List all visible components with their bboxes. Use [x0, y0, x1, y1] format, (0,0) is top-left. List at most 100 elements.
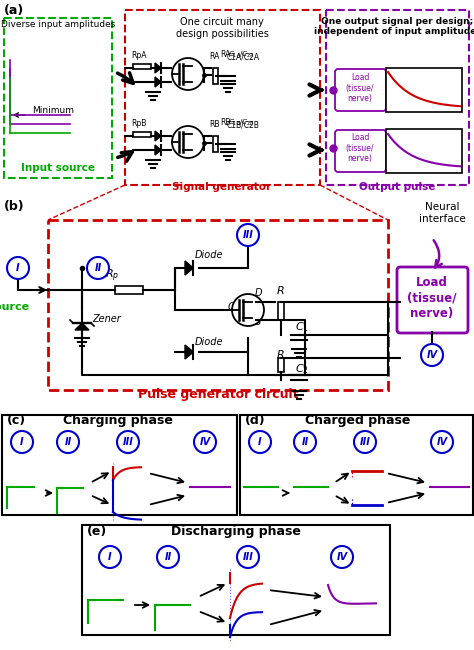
Text: IV: IV [200, 437, 210, 447]
Text: Load
(tissue/
nerve): Load (tissue/ nerve) [346, 133, 374, 163]
Text: II: II [64, 437, 72, 447]
Bar [133, 64, 151, 68]
Text: S: S [255, 317, 261, 327]
Text: I: I [16, 263, 20, 273]
Text: R: R [277, 286, 285, 296]
Text: (e): (e) [87, 525, 107, 538]
Circle shape [237, 224, 259, 246]
Text: Charging phase: Charging phase [63, 414, 173, 427]
Text: RA: RA [209, 52, 219, 61]
Text: Source: Source [0, 302, 29, 312]
FancyBboxPatch shape [335, 130, 386, 172]
Circle shape [331, 546, 353, 568]
Bar [82, 525, 390, 635]
Polygon shape [185, 345, 193, 359]
Polygon shape [155, 77, 161, 87]
Text: (c): (c) [7, 414, 26, 427]
Text: II: II [164, 552, 172, 562]
Text: (a): (a) [4, 4, 24, 17]
Bar [213, 136, 219, 152]
Text: Diverse input amplitudes: Diverse input amplitudes [1, 20, 115, 29]
Text: Diode: Diode [195, 250, 224, 260]
Text: Charged phase: Charged phase [305, 414, 410, 427]
Text: I: I [20, 437, 24, 447]
Polygon shape [75, 323, 89, 330]
Bar [133, 131, 151, 136]
Circle shape [232, 294, 264, 326]
Text: $C_{1B}/C_{2B}$: $C_{1B}/C_{2B}$ [228, 118, 255, 128]
Polygon shape [155, 131, 161, 141]
Text: II: II [94, 263, 101, 273]
Text: IV: IV [427, 350, 438, 360]
Polygon shape [185, 261, 193, 275]
Text: Neural
interface: Neural interface [419, 202, 465, 224]
Polygon shape [155, 145, 161, 155]
Circle shape [294, 431, 316, 453]
Text: $R_p$: $R_p$ [105, 267, 119, 284]
Circle shape [237, 546, 259, 568]
Polygon shape [155, 63, 161, 73]
Text: III: III [360, 437, 371, 447]
Bar [125, 10, 320, 185]
Bar [240, 415, 473, 515]
Circle shape [87, 257, 109, 279]
Circle shape [7, 257, 29, 279]
Bar [213, 68, 219, 84]
Bar [278, 358, 284, 372]
Circle shape [57, 431, 79, 453]
Text: $C_1$: $C_1$ [295, 320, 309, 334]
Bar [326, 10, 469, 185]
Text: C1B/C2B: C1B/C2B [227, 120, 260, 129]
Text: RpA: RpA [131, 51, 146, 60]
Text: One output signal per design;
independent of input amplitude.: One output signal per design; independen… [314, 17, 474, 36]
Text: C1A/C2A: C1A/C2A [227, 52, 260, 61]
Text: $C_{1A}/C_{2A}$: $C_{1A}/C_{2A}$ [228, 50, 255, 60]
Text: Load
(tissue/
nerve): Load (tissue/ nerve) [407, 276, 457, 320]
Text: RA: RA [220, 50, 230, 59]
Text: I: I [108, 552, 112, 562]
Text: Pulse generator circuit: Pulse generator circuit [138, 388, 298, 401]
Circle shape [11, 431, 33, 453]
Text: Discharging phase: Discharging phase [171, 525, 301, 538]
Text: III: III [243, 552, 254, 562]
Circle shape [421, 344, 443, 366]
Circle shape [99, 546, 121, 568]
Text: (d): (d) [245, 414, 265, 427]
Circle shape [431, 431, 453, 453]
Circle shape [157, 546, 179, 568]
Text: $C_2$: $C_2$ [295, 362, 309, 376]
Text: IV: IV [337, 552, 347, 562]
Bar [386, 129, 462, 173]
Text: Signal generator: Signal generator [173, 182, 272, 192]
Text: RB: RB [220, 118, 230, 127]
Bar [48, 220, 388, 390]
Text: (b): (b) [4, 200, 25, 213]
Text: II: II [301, 437, 309, 447]
Circle shape [172, 58, 204, 90]
Circle shape [172, 126, 204, 158]
Text: R: R [277, 350, 285, 360]
Text: One circuit many
design possibilities: One circuit many design possibilities [175, 17, 268, 38]
Text: Load
(tissue/
nerve): Load (tissue/ nerve) [346, 73, 374, 103]
Circle shape [117, 431, 139, 453]
Text: RB: RB [209, 120, 219, 129]
Circle shape [194, 431, 216, 453]
Bar [4, 18, 112, 178]
Circle shape [249, 431, 271, 453]
Text: Input source: Input source [21, 163, 95, 173]
Text: Zener: Zener [92, 314, 121, 324]
Circle shape [354, 431, 376, 453]
Text: Minimum: Minimum [32, 106, 74, 115]
Text: D: D [255, 288, 263, 298]
Text: IV: IV [437, 437, 447, 447]
Bar [115, 286, 143, 294]
Bar [2, 415, 237, 515]
Text: III: III [123, 437, 134, 447]
Text: RpB: RpB [131, 119, 146, 128]
FancyBboxPatch shape [335, 69, 386, 111]
FancyBboxPatch shape [397, 267, 468, 333]
Text: Output pulse: Output pulse [359, 182, 435, 192]
Bar [278, 302, 284, 320]
Text: G: G [228, 302, 236, 312]
Text: I: I [258, 437, 262, 447]
